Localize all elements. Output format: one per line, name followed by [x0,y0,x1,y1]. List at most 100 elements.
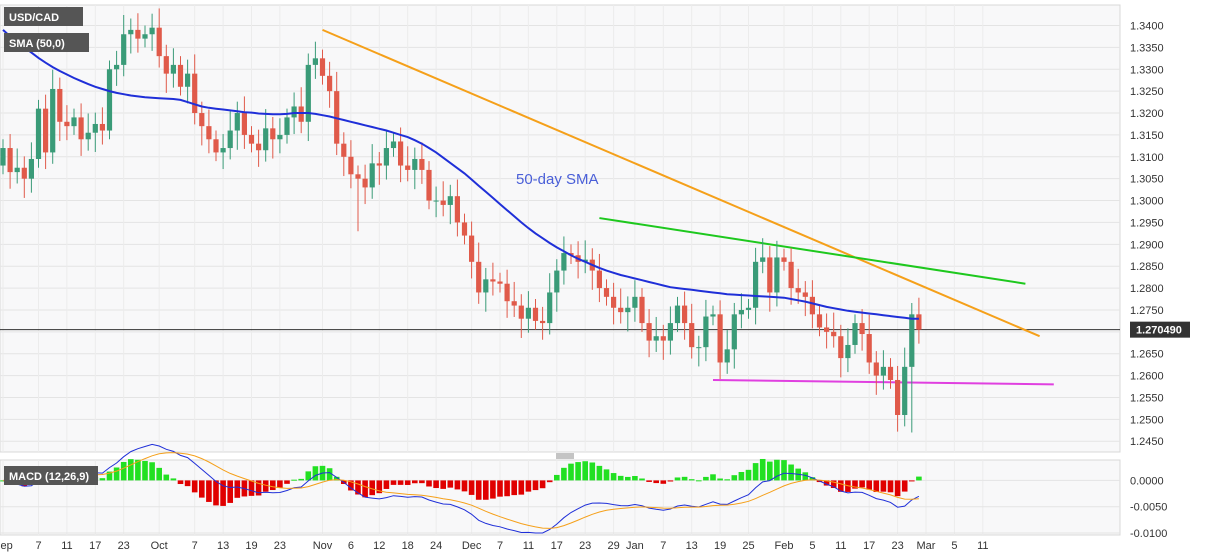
macd-histogram-bar [781,460,787,481]
macd-indicator-label: MACD (12,26,9) [9,471,89,483]
candle-body [916,314,922,330]
candle-body [660,336,666,341]
candle-body [454,196,460,223]
time-tick-label: Jan [626,540,644,552]
macd-signal-line [2,452,919,529]
macd-histogram-bar [106,471,113,481]
price-tick-label: 1.3250 [1130,86,1164,98]
candle-body [284,117,290,135]
macd-histogram-bar [653,480,659,484]
time-tick-label: 24 [430,540,442,552]
macd-histogram-bar [731,475,738,481]
candle-body [625,307,631,313]
macd-histogram-bar [774,459,780,481]
candle-body [270,128,276,140]
macd-histogram-bar [688,479,695,481]
macd-histogram-bar [603,469,610,481]
candle-body [511,301,517,306]
macd-histogram-bar [617,475,624,481]
macd-histogram-bar [433,480,439,489]
macd-histogram-bar [298,478,304,481]
macd-histogram-bar [461,480,468,492]
candle-body [532,307,539,321]
macd-histogram-bar [447,480,454,488]
macd-histogram-bar [184,480,191,487]
macd-histogram-bar [291,479,297,481]
candle-body [234,113,240,131]
macd-histogram-bar [454,480,461,490]
candle-body [206,126,212,140]
macd-histogram-bar [504,480,510,497]
macd-histogram-bar [475,480,482,500]
time-tick-label: 17 [89,540,101,552]
macd-histogram-bar [234,480,241,498]
macd-histogram-bar [149,462,155,481]
macd-histogram-bar [866,480,872,490]
macd-histogram-bar [703,476,709,481]
candle-body [50,88,56,153]
candle-body [696,347,702,349]
time-tick-label: 7 [192,540,198,552]
macd-histogram-bar [589,462,596,481]
candle-body [802,292,808,297]
candle-body [106,69,113,131]
macd-histogram-bar [859,480,865,488]
time-tick-label: Feb [775,540,794,552]
candle-body [298,106,304,122]
candle-body [753,261,759,308]
candle-body [135,29,141,39]
macd-histogram-bar [206,480,212,502]
price-tick-label: 1.2500 [1130,414,1164,426]
candle-body [483,279,489,293]
candle-body [646,323,652,341]
macd-histogram-bar [646,480,652,482]
time-tick-label: 17 [551,540,563,552]
panel-splitter-handle[interactable] [553,451,577,461]
candle-body [213,139,219,153]
macd-histogram-bar [326,468,333,481]
candle-body [156,27,162,57]
time-tick-label: 5 [809,540,815,552]
macd-histogram-bar [575,462,581,481]
macd-histogram-bar [582,461,588,481]
sma-badge [4,33,89,52]
price-tick-label: 1.2650 [1130,349,1164,361]
trend-line [599,217,1026,285]
candle-body [887,366,894,380]
trend-line [322,28,1040,338]
candle-body [85,132,91,140]
macd-histogram-bar [710,474,716,481]
macd-histogram-bar [312,466,319,481]
macd-panel [0,459,1121,536]
macd-histogram-bar [809,477,816,481]
macd-histogram-bar [248,480,255,496]
candle-body [192,73,198,114]
candle-body [199,113,205,127]
candle-body [902,366,908,415]
candle-body [717,314,723,363]
candle-body [419,158,425,170]
macd-histogram-bar [284,480,290,484]
macd-histogram-bar [404,480,411,485]
candle-body [667,323,673,341]
candle-body [461,222,468,236]
macd-histogram-bar [532,480,539,491]
candle-body [689,323,695,348]
time-tick-label: 19 [245,540,257,552]
sma-annotation: 50-day SMA [516,171,599,188]
macd-histogram-bar [128,459,134,481]
macd-histogram-bar [625,476,631,481]
macd-histogram-bar [497,480,503,497]
candle-body [504,283,510,302]
macd-histogram-bar [199,480,205,498]
candle-body [809,296,815,315]
time-tick-label: 11 [523,540,534,552]
price-tick-label: 1.3150 [1130,130,1164,142]
candle-body [447,196,453,205]
candle-body [362,178,368,188]
macd-histogram-bar [909,480,915,482]
macd-tick-label: 0.0000 [1130,475,1164,487]
macd-histogram-bar [830,480,837,489]
macd-histogram-bar [113,467,120,481]
